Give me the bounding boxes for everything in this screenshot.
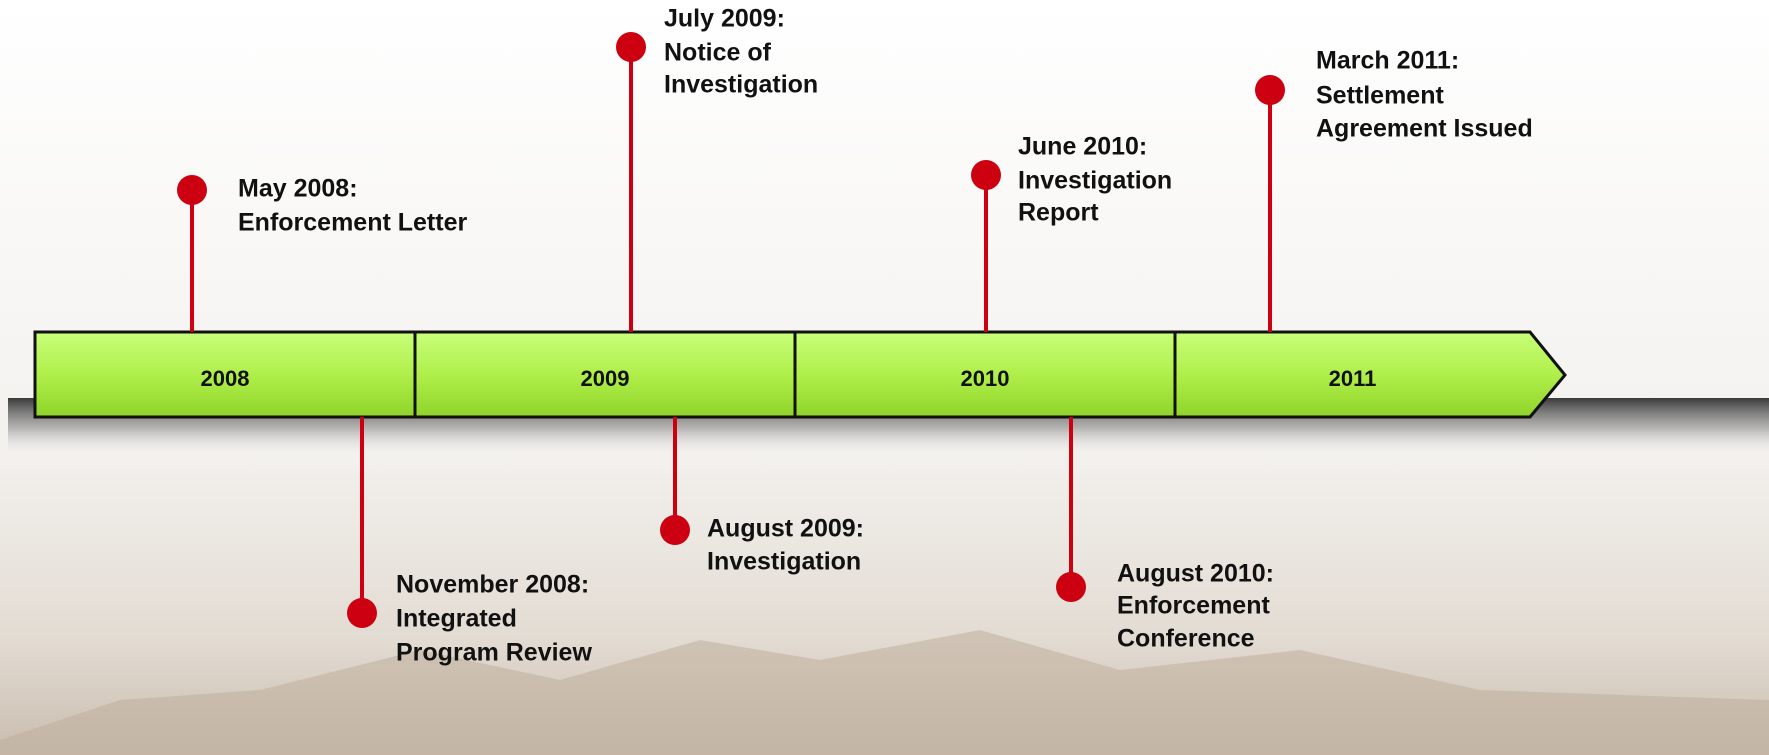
event-label: Enforcement Letter [238, 209, 467, 237]
event-dot [660, 515, 690, 545]
event-label: May 2008: [238, 175, 358, 203]
event-label: Investigation [664, 71, 818, 99]
event-label: Enforcement [1117, 592, 1270, 620]
event-dot [1056, 572, 1086, 602]
event-dot [177, 175, 207, 205]
event-label: Integrated [396, 605, 517, 633]
event-label: November 2008: [396, 571, 589, 599]
event-label: Settlement [1316, 82, 1444, 110]
event-label: Agreement Issued [1316, 115, 1533, 143]
event-label: Conference [1117, 625, 1255, 653]
event-dot [347, 598, 377, 628]
event-label: August 2009: [707, 515, 864, 543]
event-label: Report [1018, 199, 1099, 227]
event-dot [971, 160, 1001, 190]
event-dot [616, 32, 646, 62]
timeline-diagram: 2008 2009 2010 2011 May 2008: Enforcement Let… [0, 0, 1769, 755]
event-label: July 2009: [664, 5, 785, 33]
event-label: Investigation [1018, 167, 1172, 195]
event-label: June 2010: [1018, 133, 1147, 161]
year-label: 2009 [581, 366, 630, 391]
event-dot [1255, 75, 1285, 105]
year-label: 2011 [1329, 366, 1377, 391]
event-label: Investigation [707, 548, 861, 576]
event-label: Program Review [396, 639, 592, 667]
year-label: 2010 [961, 366, 1010, 391]
event-label: August 2010: [1117, 560, 1274, 588]
year-label: 2008 [201, 366, 250, 391]
event-label: Notice of [664, 39, 772, 67]
event-label: March 2011: [1316, 47, 1459, 75]
